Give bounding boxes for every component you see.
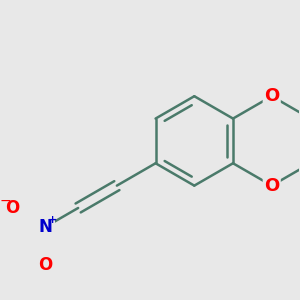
Text: +: + bbox=[48, 214, 57, 224]
Text: O: O bbox=[38, 256, 52, 274]
Text: O: O bbox=[264, 87, 279, 105]
Text: N: N bbox=[38, 218, 52, 236]
Text: O: O bbox=[5, 199, 20, 217]
Text: −: − bbox=[0, 194, 11, 208]
Text: O: O bbox=[264, 177, 279, 195]
